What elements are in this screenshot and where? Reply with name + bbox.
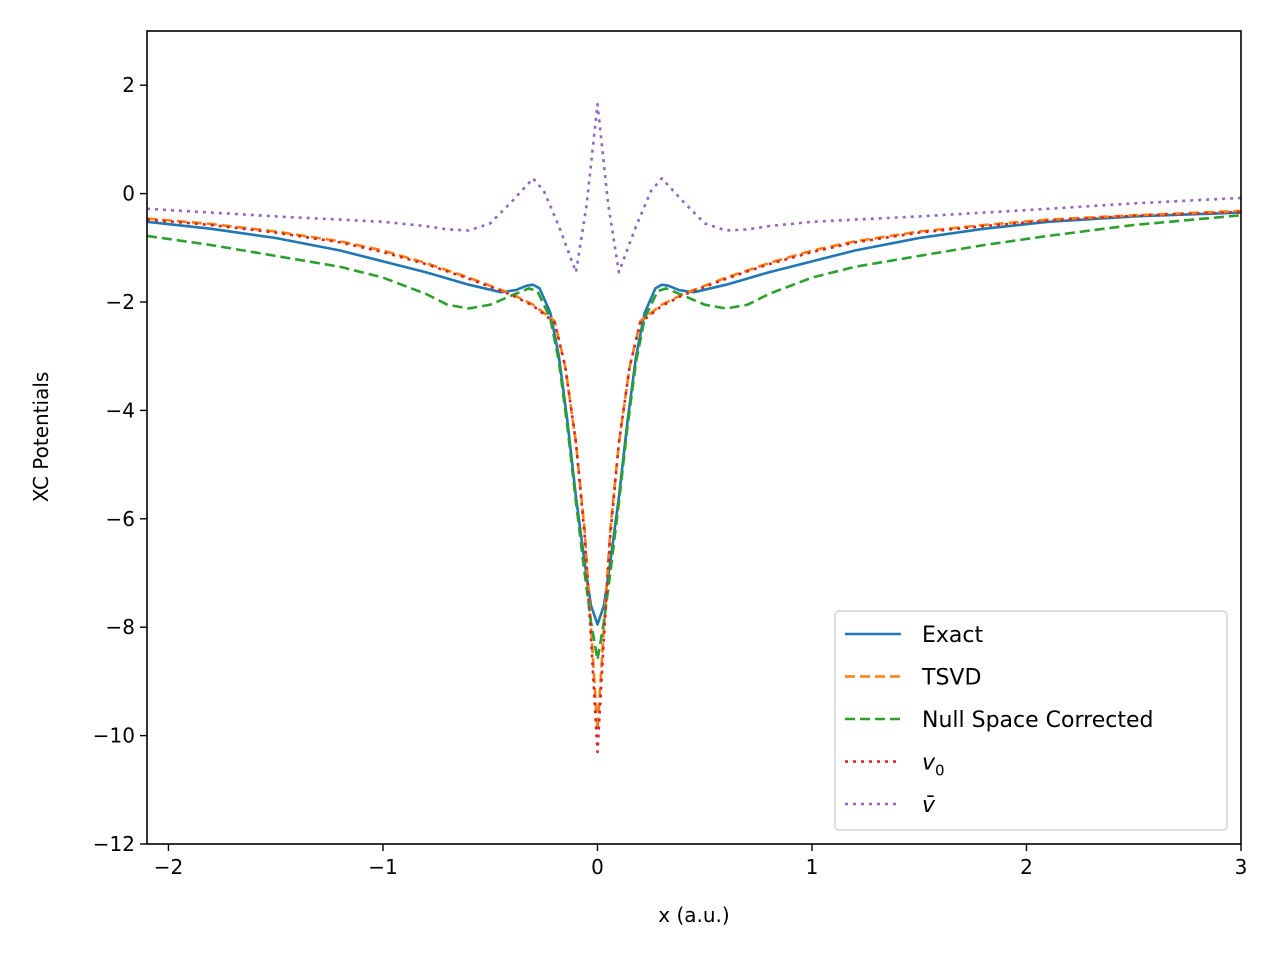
x-tick-label: 2 xyxy=(1020,855,1033,879)
series-line-exact xyxy=(147,211,1241,626)
series-line-null-space-corrected xyxy=(147,214,1241,661)
x-tick-label: 3 xyxy=(1235,855,1248,879)
y-tick-label: 0 xyxy=(122,182,135,206)
legend-label: v0 xyxy=(922,751,945,780)
y-tick-label: −10 xyxy=(93,724,135,748)
ticks-layer: −2 −1 0 1 2 320−2−4−6−8−10−12 xyxy=(93,73,1248,879)
x-tick-label: 0 xyxy=(591,855,604,879)
series-layer xyxy=(147,102,1241,754)
series-line-v-bar xyxy=(147,102,1241,274)
x-axis-label: x (a.u.) xyxy=(658,903,729,927)
x-tick-label: −2 xyxy=(154,855,183,879)
y-tick-label: −2 xyxy=(106,290,135,314)
y-tick-label: −12 xyxy=(93,832,135,856)
y-tick-label: −8 xyxy=(106,615,135,639)
legend-entries: Exact TSVD Null Space Corrected v0 v̄ xyxy=(845,623,1153,818)
legend-box xyxy=(834,610,1228,831)
y-tick-label: −4 xyxy=(106,398,135,422)
legend-label: TSVD xyxy=(921,666,981,691)
y-tick-label: 2 xyxy=(122,73,135,97)
legend-label: Exact xyxy=(922,623,983,648)
legend: Exact TSVD Null Space Corrected v0 v̄ xyxy=(834,610,1228,831)
legend-label: v̄ xyxy=(922,793,936,818)
y-axis-label: XC Potentials xyxy=(29,372,53,503)
y-tick-label: −6 xyxy=(106,507,135,531)
legend-label: Null Space Corrected xyxy=(922,708,1153,733)
x-tick-label: 1 xyxy=(806,855,819,879)
x-tick-label: −1 xyxy=(368,855,397,879)
plot-frame xyxy=(146,30,1242,845)
series-line-v-0 xyxy=(147,210,1241,754)
